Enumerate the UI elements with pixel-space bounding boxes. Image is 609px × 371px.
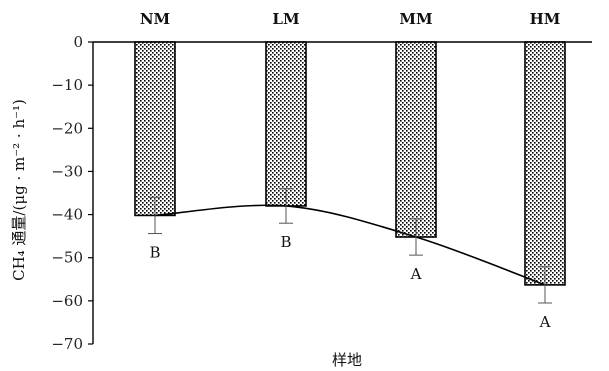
trend-line-group	[154, 204, 546, 286]
category-labels: NM LM MM HM	[140, 10, 561, 28]
bar-nm	[134, 41, 176, 217]
y-axis-title: CH₄ 通量/(μg · m⁻² · h⁻¹)	[10, 99, 28, 281]
bars	[134, 41, 566, 286]
y-tick-label: −30	[51, 162, 83, 180]
error-bars	[148, 188, 552, 304]
y-axis: 0 −10 −20 −30 −40 −50 −60 −70	[51, 33, 592, 353]
y-tick-label: −20	[51, 119, 83, 137]
y-tick-label: −60	[51, 292, 83, 310]
bar-lm	[265, 41, 307, 207]
significance-letter: A	[410, 265, 422, 283]
significance-letter: B	[280, 233, 291, 251]
y-tick-label: −10	[51, 76, 83, 94]
y-tick-label: −40	[51, 206, 83, 224]
x-axis-title: 样地	[332, 351, 362, 369]
category-label: NM	[140, 10, 170, 28]
y-tick-label: −50	[51, 249, 83, 267]
bar-mm	[395, 41, 437, 238]
category-label: LM	[272, 10, 299, 28]
y-tick-label: 0	[73, 33, 83, 51]
y-tick-label: −70	[51, 335, 83, 353]
significance-letter: B	[149, 244, 160, 262]
significance-letter: A	[539, 313, 551, 331]
bar-hm	[524, 41, 566, 286]
category-label: MM	[399, 10, 432, 28]
trend-line	[154, 204, 546, 286]
category-label: HM	[530, 10, 561, 28]
significance-labels: B B A A	[149, 233, 550, 331]
